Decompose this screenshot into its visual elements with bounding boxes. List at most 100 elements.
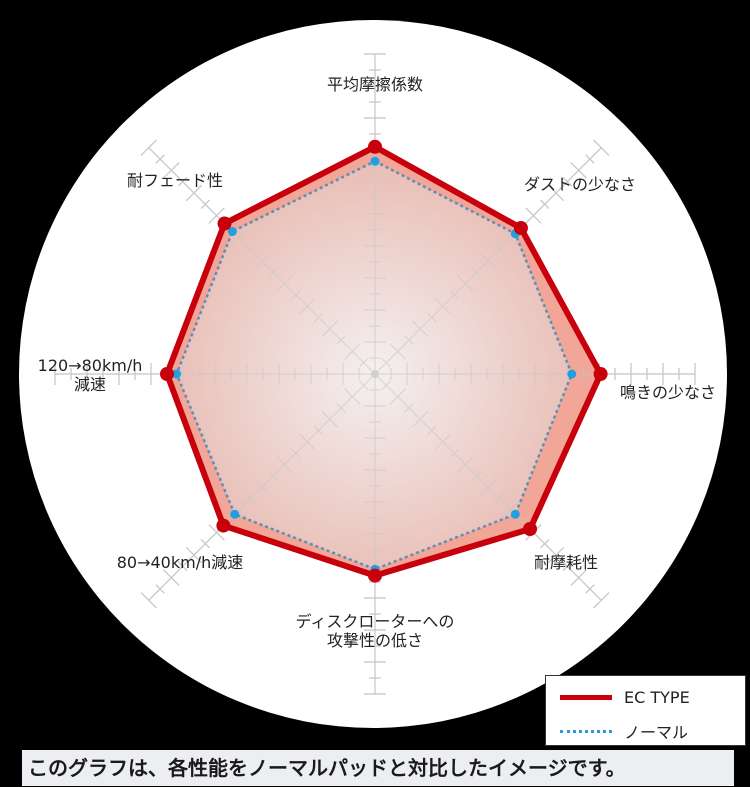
axis-tick — [449, 290, 459, 300]
axis-tick — [185, 184, 203, 202]
axis-tick — [547, 184, 565, 202]
axis-tick — [494, 493, 505, 504]
axis-tick — [298, 297, 316, 315]
axis-tick — [291, 448, 301, 458]
axis-tick — [479, 252, 497, 270]
normal-area — [176, 161, 572, 570]
ec-type-point — [368, 568, 382, 583]
normal-point — [370, 156, 380, 166]
axis-tick — [585, 154, 595, 164]
center-point — [371, 370, 379, 378]
normal-point — [567, 369, 577, 379]
series-lines — [160, 139, 608, 583]
axis-label: 耐摩耗性 — [534, 553, 598, 572]
axis-tick — [540, 539, 550, 549]
axis-tick — [494, 244, 505, 255]
legend-swatch-dotted-blue — [560, 729, 612, 733]
ec-type-point — [513, 221, 528, 236]
ec-type-point — [368, 139, 382, 154]
axis-tick — [140, 592, 157, 609]
normal-line — [175, 159, 574, 571]
axis-tick — [457, 456, 474, 473]
axis-tick — [434, 297, 452, 315]
axis-tick — [321, 411, 338, 428]
axis-tick — [336, 403, 346, 413]
axis-tick — [502, 230, 519, 247]
axis-tick — [426, 312, 437, 323]
axis-tick — [434, 433, 452, 451]
axis-label: ディスクローターへの攻撃性の低さ — [296, 612, 455, 650]
normal-point — [172, 369, 182, 379]
axis-tick — [253, 252, 271, 270]
axis-tick — [381, 380, 391, 390]
axis-tick — [231, 501, 248, 518]
axis-label: 120→80km/h 減速 — [38, 356, 143, 394]
axis-grid — [54, 53, 696, 695]
axis-tick — [163, 569, 180, 586]
axis-tick — [404, 403, 414, 413]
axis-tick — [178, 177, 188, 187]
axis-tick — [291, 290, 301, 300]
axis-tick — [178, 561, 188, 571]
axis-tick — [502, 501, 519, 518]
axis-tick — [562, 561, 572, 571]
axis-tick — [163, 162, 180, 179]
axis-tick — [570, 569, 587, 586]
legend-label: ノーマル — [624, 723, 689, 742]
axis-tick — [336, 335, 346, 345]
axis-tick — [359, 380, 369, 390]
axis-tick — [449, 448, 459, 458]
ec-type-point — [216, 518, 231, 533]
axis-label: 鳴きの少なさ — [620, 383, 716, 402]
axis-tick — [389, 388, 406, 405]
legend-item-ec-type: EC TYPE — [560, 688, 690, 707]
normal-point — [510, 509, 520, 519]
axis-tick — [313, 425, 324, 436]
legend-label: EC TYPE — [624, 688, 690, 707]
axis-tick — [389, 343, 406, 360]
axis-tick — [344, 388, 361, 405]
axis-tick — [155, 584, 165, 594]
axis-tick — [185, 546, 203, 564]
axis-tick — [472, 471, 482, 481]
axis-tick — [268, 267, 278, 277]
axis-tick — [140, 139, 157, 156]
caption: このグラフは、各性能をノーマルパッドと対比したイメージです。 — [22, 750, 734, 786]
axis-tick — [321, 320, 338, 337]
axis-tick — [208, 207, 225, 224]
axis-tick — [344, 343, 361, 360]
axis-tick — [359, 358, 369, 368]
axis-tick — [412, 320, 429, 337]
axis-tick — [547, 546, 565, 564]
axis-tick — [200, 539, 210, 549]
normal-point — [227, 226, 237, 236]
axis-tick — [276, 275, 293, 292]
axis-tick — [231, 230, 248, 247]
axis-tick — [412, 411, 429, 428]
normal-point — [230, 509, 240, 519]
legend: EC TYPE ノーマル — [545, 675, 746, 746]
ec-type-point — [160, 367, 174, 381]
axis-label: ダストの少なさ — [524, 175, 636, 194]
legend-swatch-solid-red — [560, 695, 612, 700]
axis-tick — [540, 199, 550, 209]
axis-tick — [298, 433, 316, 451]
ec-type-point — [593, 367, 608, 381]
legend-item-normal: ノーマル — [560, 719, 688, 743]
axis-tick — [155, 154, 165, 164]
axis-tick — [381, 358, 391, 368]
axis-tick — [200, 199, 210, 209]
ec-type-point — [522, 521, 537, 536]
axis-tick — [562, 177, 572, 187]
axis-tick — [525, 207, 542, 224]
series-layer — [167, 146, 601, 576]
axis-tick — [593, 139, 610, 156]
axis-label: 耐フェード性 — [127, 171, 223, 190]
axis-label: 80→40km/h減速 — [117, 553, 244, 572]
axis-tick — [426, 425, 437, 436]
axis-tick — [245, 493, 256, 504]
axis-tick — [276, 456, 293, 473]
axis-tick — [313, 312, 324, 323]
axis-tick — [585, 584, 595, 594]
